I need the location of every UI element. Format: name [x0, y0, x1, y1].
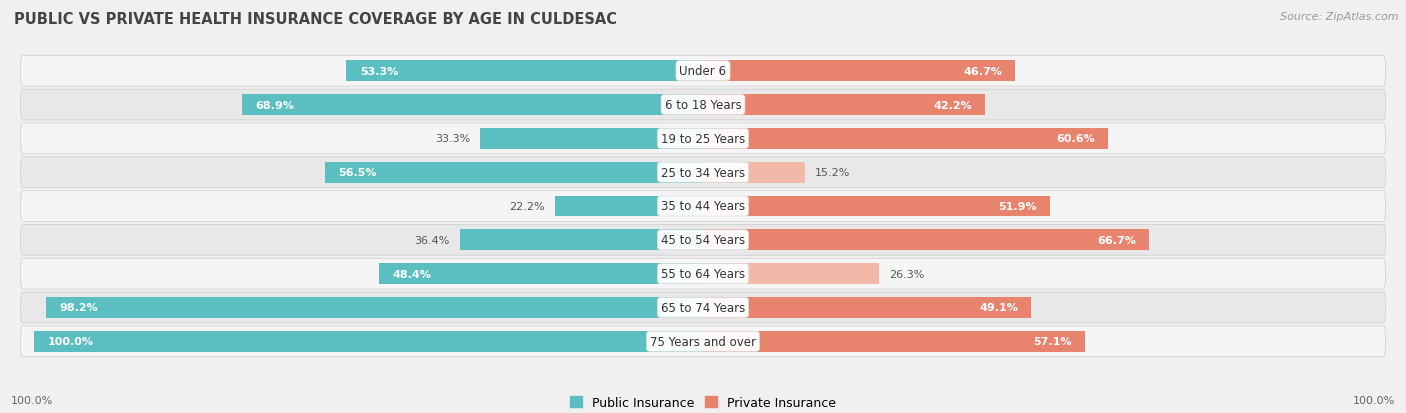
FancyBboxPatch shape: [21, 90, 1385, 121]
FancyBboxPatch shape: [21, 157, 1385, 188]
FancyBboxPatch shape: [21, 292, 1385, 323]
Text: 100.0%: 100.0%: [48, 337, 94, 347]
Bar: [703, 162, 804, 183]
FancyBboxPatch shape: [21, 225, 1385, 256]
Text: 42.2%: 42.2%: [934, 100, 972, 110]
Bar: [34, 331, 703, 352]
Text: 36.4%: 36.4%: [415, 235, 450, 245]
Text: 60.6%: 60.6%: [1056, 134, 1095, 144]
Bar: [703, 263, 879, 285]
Text: 66.7%: 66.7%: [1097, 235, 1136, 245]
Text: 100.0%: 100.0%: [11, 395, 53, 405]
Bar: [703, 196, 1050, 217]
Bar: [242, 95, 703, 116]
Bar: [346, 61, 703, 82]
Text: 19 to 25 Years: 19 to 25 Years: [661, 133, 745, 145]
FancyBboxPatch shape: [21, 123, 1385, 154]
FancyBboxPatch shape: [21, 326, 1385, 357]
Text: 48.4%: 48.4%: [392, 269, 432, 279]
Text: 55 to 64 Years: 55 to 64 Years: [661, 268, 745, 280]
Text: 33.3%: 33.3%: [434, 134, 470, 144]
Bar: [703, 61, 1015, 82]
Bar: [703, 95, 986, 116]
Bar: [460, 230, 703, 251]
Text: 49.1%: 49.1%: [979, 303, 1018, 313]
Text: 15.2%: 15.2%: [814, 168, 851, 178]
Text: Source: ZipAtlas.com: Source: ZipAtlas.com: [1281, 12, 1399, 22]
Text: PUBLIC VS PRIVATE HEALTH INSURANCE COVERAGE BY AGE IN CULDESAC: PUBLIC VS PRIVATE HEALTH INSURANCE COVER…: [14, 12, 617, 27]
Text: 25 to 34 Years: 25 to 34 Years: [661, 166, 745, 179]
Bar: [703, 128, 1108, 150]
Bar: [46, 297, 703, 318]
Text: 100.0%: 100.0%: [1353, 395, 1395, 405]
Text: 98.2%: 98.2%: [59, 303, 98, 313]
Bar: [554, 196, 703, 217]
Text: 45 to 54 Years: 45 to 54 Years: [661, 234, 745, 247]
Bar: [703, 331, 1085, 352]
Text: 46.7%: 46.7%: [963, 66, 1002, 76]
Text: 57.1%: 57.1%: [1033, 337, 1071, 347]
Text: 6 to 18 Years: 6 to 18 Years: [665, 99, 741, 112]
Text: 75 Years and over: 75 Years and over: [650, 335, 756, 348]
Bar: [703, 297, 1032, 318]
Text: 22.2%: 22.2%: [509, 202, 544, 211]
Bar: [380, 263, 703, 285]
Bar: [481, 128, 703, 150]
Text: 68.9%: 68.9%: [256, 100, 294, 110]
Text: Under 6: Under 6: [679, 65, 727, 78]
Text: 65 to 74 Years: 65 to 74 Years: [661, 301, 745, 314]
FancyBboxPatch shape: [21, 259, 1385, 290]
Text: 35 to 44 Years: 35 to 44 Years: [661, 200, 745, 213]
Legend: Public Insurance, Private Insurance: Public Insurance, Private Insurance: [565, 391, 841, 413]
Text: 53.3%: 53.3%: [360, 66, 398, 76]
FancyBboxPatch shape: [21, 191, 1385, 222]
Text: 26.3%: 26.3%: [889, 269, 924, 279]
Text: 56.5%: 56.5%: [339, 168, 377, 178]
FancyBboxPatch shape: [21, 56, 1385, 87]
Bar: [703, 230, 1149, 251]
Text: 51.9%: 51.9%: [998, 202, 1036, 211]
Bar: [325, 162, 703, 183]
